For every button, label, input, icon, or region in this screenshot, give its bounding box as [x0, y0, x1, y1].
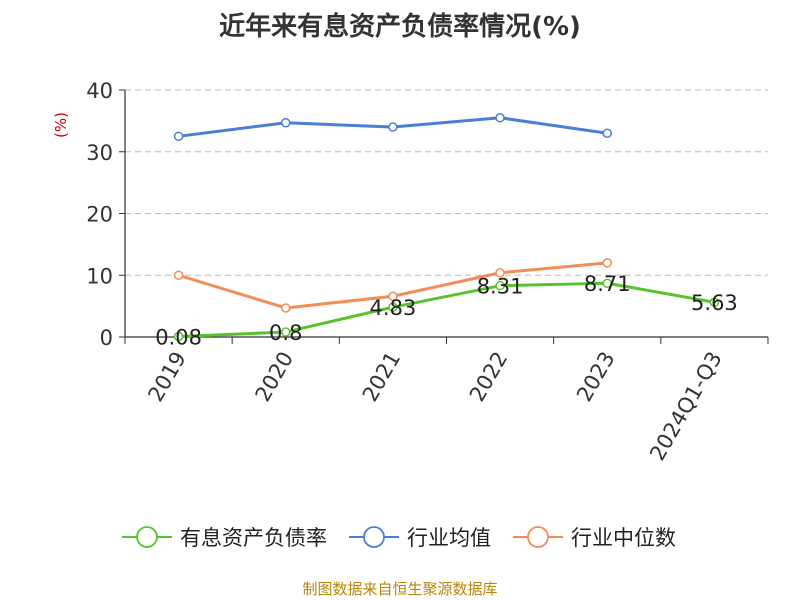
axes	[119, 89, 769, 344]
data-label: 8.71	[584, 272, 631, 296]
x-tick-label: 2019	[143, 348, 191, 406]
x-tick-label: 2022	[465, 348, 513, 406]
data-point	[602, 128, 612, 138]
x-tick-labels: 2019 2020 2021 2022 2023 2024Q1-Q3	[143, 348, 726, 465]
data-point	[281, 303, 291, 313]
data-label: 4.83	[370, 296, 417, 320]
x-tick-label: 2021	[358, 348, 406, 406]
legend-marker-icon	[363, 526, 385, 548]
data-point	[709, 297, 720, 307]
data-point	[388, 291, 398, 301]
series-line	[178, 281, 715, 339]
chart-title: 近年来有息资产负债率情况(%)	[219, 12, 581, 42]
legend-item[interactable]: 行业中位数	[513, 526, 676, 550]
legend[interactable]: 有息资产负债率 行业均值 行业中位数	[122, 526, 676, 550]
legend-label: 行业中位数	[571, 526, 676, 550]
x-tick-label: 2024Q1-Q3	[645, 348, 727, 465]
data-point	[495, 268, 505, 278]
legend-item[interactable]: 有息资产负债率	[122, 526, 327, 550]
x-tick-label: 2020	[251, 348, 299, 406]
legend-label: 有息资产负债率	[180, 526, 327, 550]
y-tick-label: 0	[100, 326, 113, 350]
data-label: 8.31	[477, 275, 524, 299]
data-point	[281, 117, 291, 128]
legend-marker-icon	[136, 526, 158, 548]
x-tick-label: 2023	[572, 348, 620, 406]
series-group	[173, 113, 720, 342]
data-point	[602, 278, 612, 288]
data-label: 0.8	[269, 321, 302, 345]
legend-marker-icon	[527, 526, 549, 548]
data-point	[173, 331, 184, 342]
legend-label: 行业均值	[407, 526, 491, 550]
data-label: 5.63	[691, 291, 738, 315]
y-tick-label: 20	[86, 203, 113, 227]
data-point	[173, 131, 184, 142]
y-tick-label: 10	[86, 264, 113, 288]
data-point	[388, 122, 398, 132]
data-point	[495, 280, 505, 291]
y-tick-labels: 0 10 20 30 40	[86, 79, 113, 350]
data-label: 0.08	[155, 326, 202, 350]
data-point	[602, 258, 612, 268]
legend-item[interactable]: 行业均值	[349, 526, 491, 550]
data-point	[388, 302, 398, 312]
y-tick-label: 30	[86, 141, 113, 165]
data-point	[281, 327, 291, 337]
source-note: 制图数据来自恒生聚源数据库	[302, 580, 498, 598]
y-axis-label: (%)	[52, 112, 70, 138]
data-labels: 0.08 0.8 4.83 8.31 8.71 5.63	[155, 272, 738, 349]
grid-lines	[125, 89, 768, 276]
data-point	[173, 270, 184, 280]
data-point	[495, 113, 505, 123]
y-tick-label: 40	[86, 79, 113, 103]
